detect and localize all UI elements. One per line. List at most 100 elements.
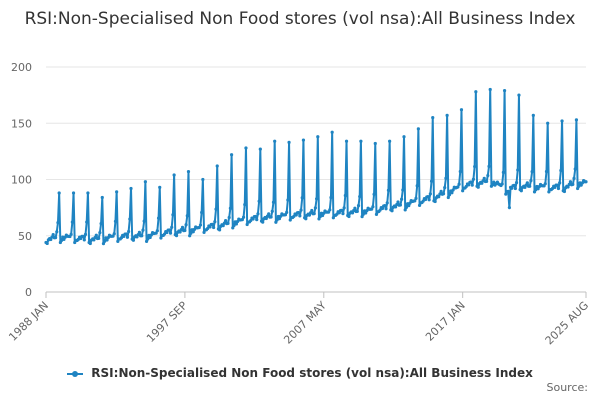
- data-point: [251, 217, 255, 221]
- data-point: [572, 176, 576, 180]
- data-point: [140, 234, 144, 238]
- data-point: [501, 170, 505, 174]
- data-point: [461, 189, 465, 193]
- data-point: [446, 195, 450, 200]
- data-point: [355, 209, 359, 213]
- x-tick-label: 1988 JAN: [6, 299, 51, 344]
- data-point: [184, 223, 188, 227]
- data-point: [142, 219, 146, 223]
- data-point: [421, 199, 425, 203]
- data-point: [275, 218, 279, 222]
- data-point: [94, 233, 98, 237]
- data-point: [197, 225, 201, 230]
- source-label: Source:: [546, 381, 589, 394]
- data-point: [504, 192, 508, 196]
- data-point: [224, 218, 228, 223]
- data-point: [546, 121, 550, 125]
- data-point: [330, 130, 334, 134]
- data-point: [558, 181, 562, 185]
- data-point: [414, 196, 418, 200]
- data-point: [568, 180, 573, 184]
- data-point: [380, 206, 385, 211]
- data-point: [127, 229, 131, 234]
- data-point: [61, 235, 65, 239]
- data-point: [372, 192, 376, 196]
- data-point: [202, 230, 206, 234]
- data-point: [416, 127, 420, 131]
- data-point: [482, 176, 486, 180]
- data-point: [386, 188, 391, 192]
- data-point: [342, 206, 346, 210]
- data-point: [567, 182, 571, 186]
- data-point: [408, 201, 412, 205]
- data-point: [471, 177, 476, 181]
- data-point: [241, 215, 246, 219]
- data-point: [447, 193, 452, 197]
- data-point: [51, 233, 55, 237]
- data-point: [71, 191, 76, 195]
- data-point: [124, 232, 128, 236]
- data-point: [106, 236, 110, 240]
- data-point: [400, 197, 404, 201]
- data-point: [492, 180, 496, 184]
- data-point: [267, 212, 271, 216]
- data-point: [258, 147, 262, 151]
- data-point: [297, 210, 301, 215]
- data-point: [423, 197, 428, 202]
- data-point: [427, 198, 431, 202]
- data-point: [378, 208, 382, 212]
- data-point: [221, 224, 225, 228]
- data-point: [487, 164, 491, 168]
- data-point: [491, 183, 495, 187]
- data-point: [525, 181, 529, 185]
- data-point: [228, 206, 232, 210]
- chart-title: RSI:Non-Specialised Non Food stores (vol…: [24, 9, 576, 29]
- data-point: [298, 214, 302, 218]
- data-point: [141, 228, 145, 232]
- data-point: [383, 204, 387, 208]
- data-point: [226, 221, 230, 225]
- data-point: [56, 221, 60, 225]
- data-point: [415, 184, 419, 188]
- data-point: [473, 164, 477, 169]
- data-point: [143, 180, 147, 184]
- data-point: [148, 235, 152, 240]
- data-point: [189, 231, 193, 235]
- data-point: [49, 237, 53, 242]
- data-point: [469, 180, 473, 184]
- data-point: [573, 167, 577, 171]
- data-point: [529, 179, 533, 183]
- data-point: [528, 184, 532, 188]
- data-point: [256, 212, 260, 216]
- data-point: [156, 216, 161, 220]
- data-point: [328, 208, 332, 212]
- data-point: [269, 215, 273, 219]
- data-point: [329, 195, 333, 200]
- data-point: [218, 228, 222, 232]
- data-point: [304, 217, 308, 221]
- data-point: [315, 197, 319, 201]
- series-line: [45, 88, 586, 245]
- data-point: [131, 238, 136, 242]
- data-point: [417, 203, 422, 207]
- data-point: [344, 139, 349, 143]
- data-point: [271, 200, 276, 204]
- data-point: [361, 212, 365, 216]
- data-point: [500, 182, 504, 186]
- data-point: [402, 135, 406, 139]
- data-point: [235, 219, 240, 224]
- data-point: [467, 183, 471, 187]
- data-point: [358, 194, 362, 199]
- data-point: [92, 238, 96, 242]
- data-point: [407, 204, 411, 208]
- data-point: [215, 164, 219, 168]
- data-point: [129, 186, 133, 191]
- data-point: [210, 222, 215, 226]
- y-tick-label: 100: [11, 174, 32, 187]
- chart-legend[interactable]: RSI:Non-Specialised Non Food stores (vol…: [0, 366, 600, 380]
- data-point: [103, 239, 107, 243]
- data-point: [457, 182, 461, 186]
- data-point: [341, 212, 345, 216]
- data-point: [53, 236, 58, 240]
- legend-swatch-icon: [67, 370, 84, 377]
